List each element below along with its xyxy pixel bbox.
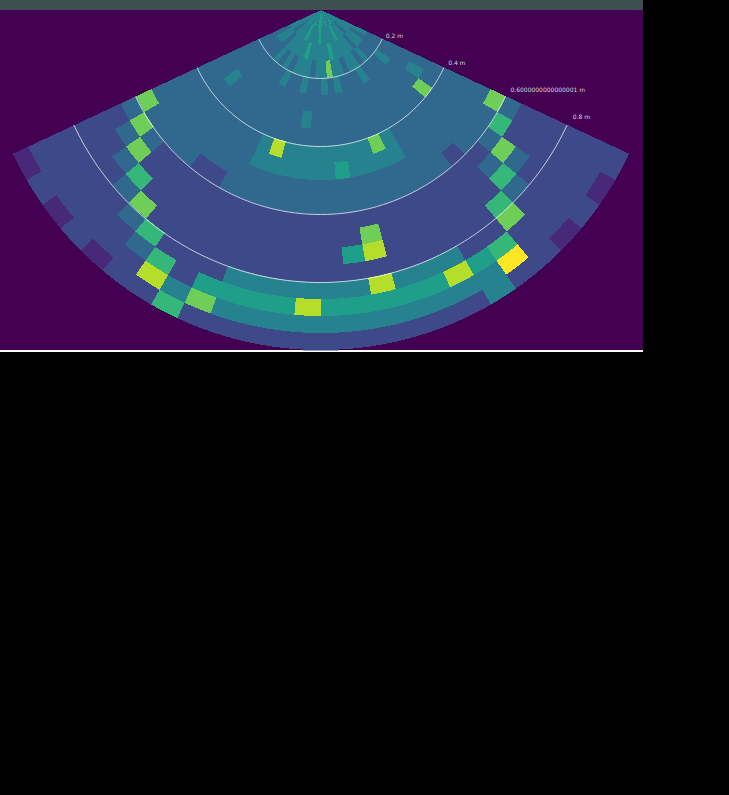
svg-text:0.2 m: 0.2 m [386,32,403,39]
svg-text:0.6000000000000001 m: 0.6000000000000001 m [510,86,585,93]
svg-text:0.4 m: 0.4 m [448,59,465,66]
svg-text:0.8 m: 0.8 m [573,113,590,120]
